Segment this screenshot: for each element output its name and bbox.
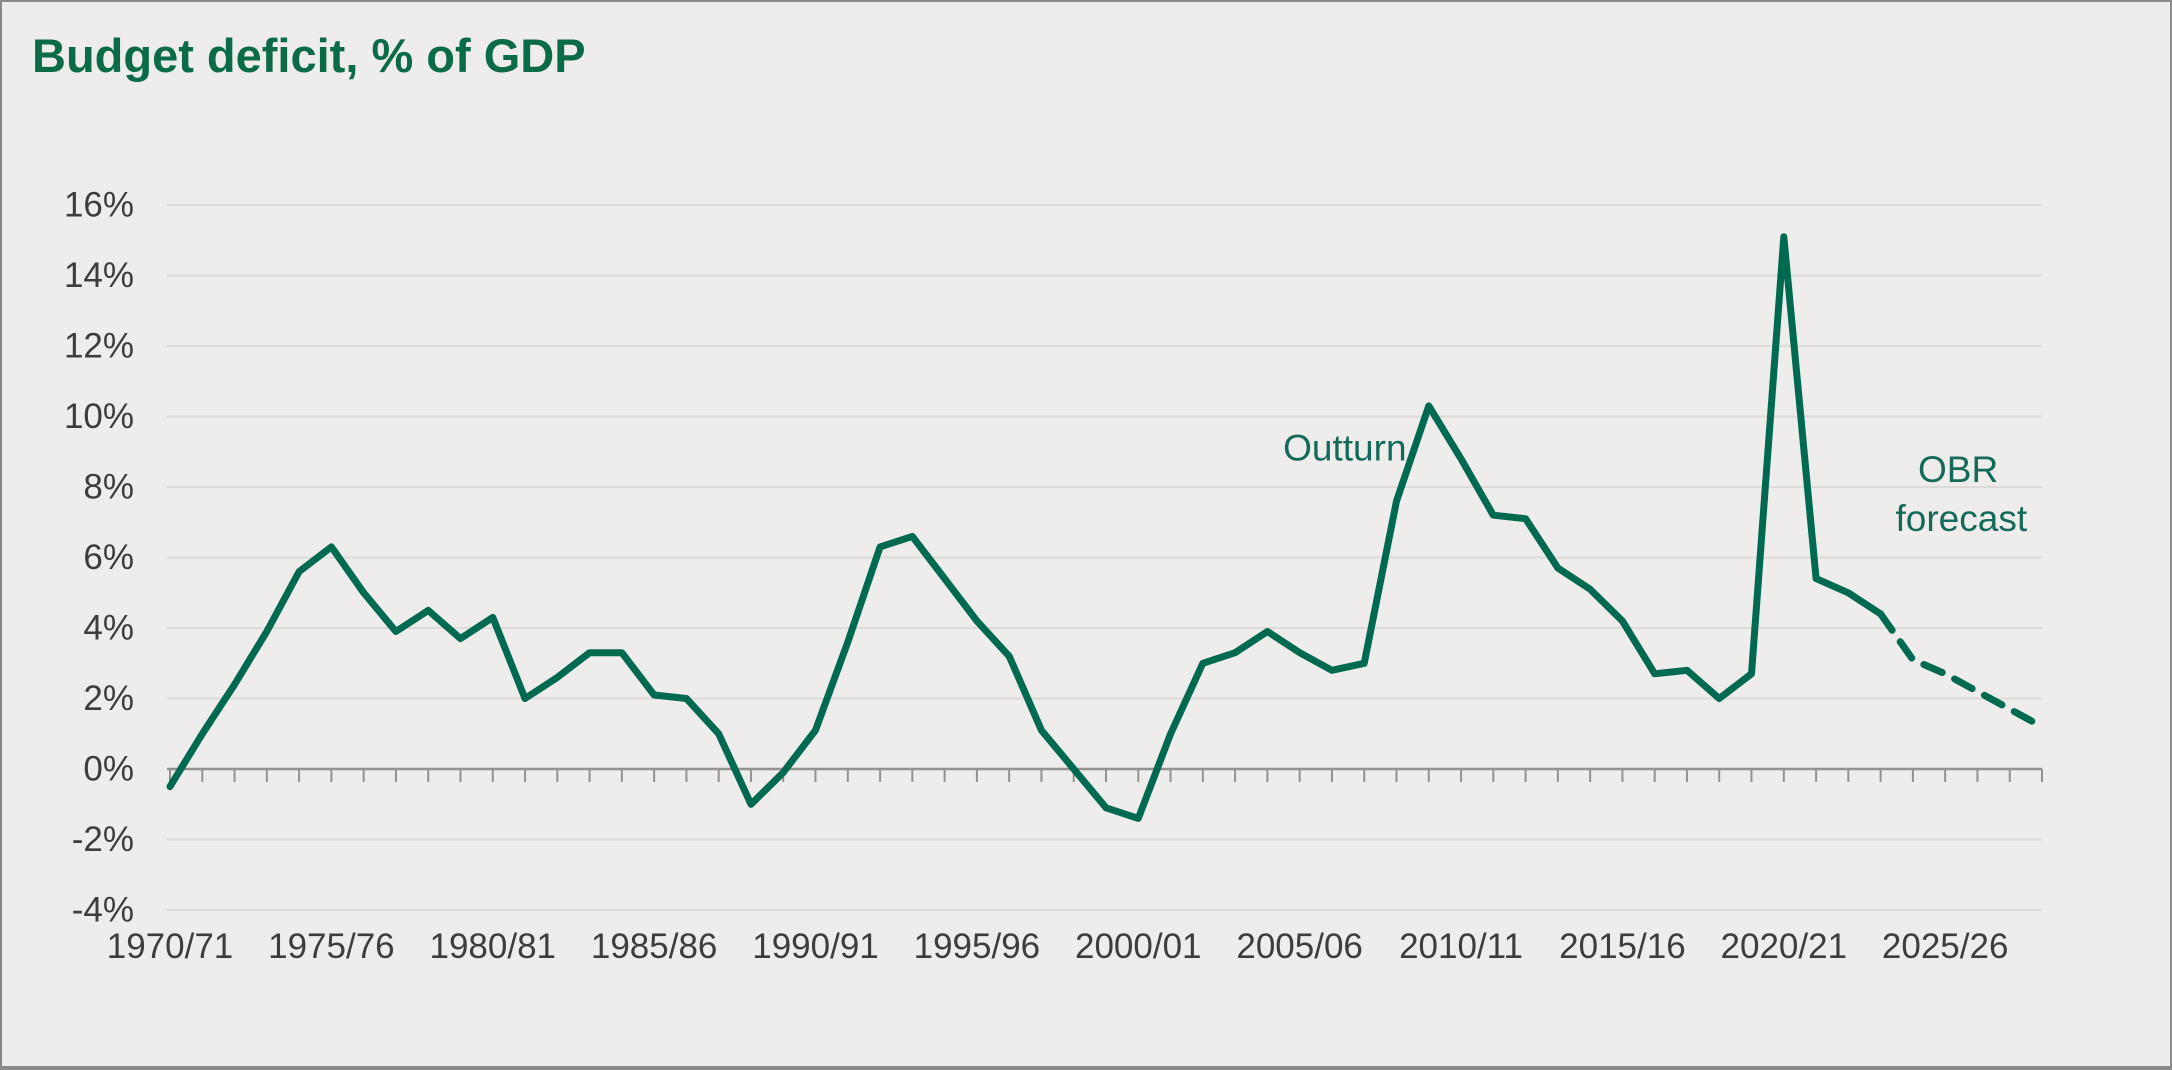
- x-axis-label: 2015/16: [1559, 927, 1686, 966]
- x-axis-label: 2010/11: [1399, 927, 1523, 966]
- y-axis-label: 10%: [64, 397, 134, 436]
- x-axis-label: 1990/91: [752, 927, 879, 966]
- y-axis-label: -2%: [72, 820, 134, 859]
- x-axis-label: 2005/06: [1236, 927, 1363, 966]
- x-axis-label: 2020/21: [1721, 927, 1848, 966]
- y-axis-label: -4%: [72, 891, 134, 930]
- y-axis-label: 2%: [83, 679, 134, 718]
- x-axis-label: 1980/81: [429, 927, 556, 966]
- y-axis-label: 8%: [83, 468, 134, 507]
- x-axis-label: 1985/86: [591, 927, 718, 966]
- annotation-outturn: Outturn: [1283, 428, 1406, 469]
- forecast-line-dashed: [1877, 610, 2046, 731]
- x-axis-label: 2025/26: [1882, 927, 2009, 966]
- x-axis-label: 1975/76: [268, 927, 395, 966]
- y-axis-label: 14%: [64, 256, 134, 295]
- y-axis-label: 4%: [83, 609, 134, 648]
- annotation-obr: OBR: [1918, 449, 1998, 490]
- y-axis-label: 0%: [83, 750, 134, 789]
- annotation-forecast: forecast: [1895, 498, 2027, 539]
- y-axis-label: 12%: [64, 327, 134, 366]
- y-axis-label: 16%: [64, 186, 134, 225]
- outturn-line-solid: [166, 233, 1885, 822]
- x-axis-label: 1995/96: [914, 927, 1041, 966]
- x-axis-label: 1970/71: [107, 927, 234, 966]
- y-axis-label: 6%: [83, 538, 134, 577]
- chart-title: Budget deficit, % of GDP: [32, 29, 586, 82]
- x-axis-label: 2000/01: [1075, 927, 1202, 966]
